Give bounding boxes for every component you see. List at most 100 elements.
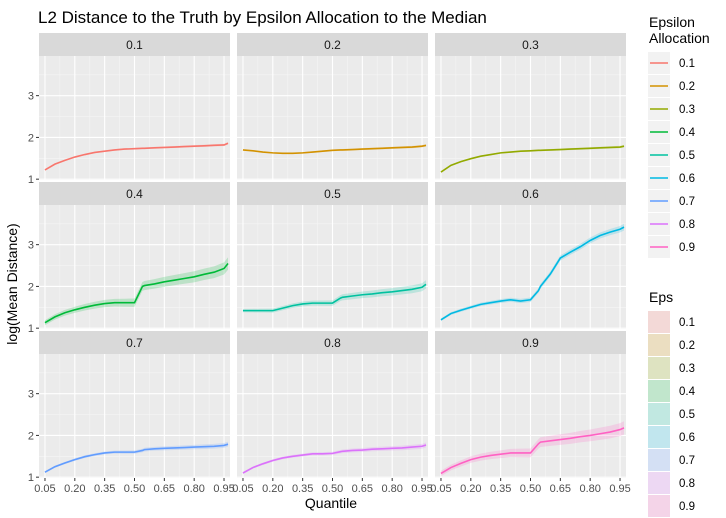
series-line xyxy=(44,262,229,324)
confidence-band xyxy=(242,442,427,474)
legend-color-label: 0.9 xyxy=(679,242,695,254)
legend-key-fill-bg xyxy=(648,426,670,448)
confidence-band xyxy=(44,257,229,326)
legend-key-fill xyxy=(648,495,670,517)
facet-strip-label: 0.6 xyxy=(522,187,539,201)
legend-key-fill xyxy=(648,403,670,425)
legend-color-label: 0.5 xyxy=(679,150,695,162)
legend-color-label: 0.4 xyxy=(679,127,696,139)
facet-strip xyxy=(237,33,428,56)
facet-strip-label: 0.3 xyxy=(522,38,539,52)
x-tick-label: 0.80 xyxy=(579,483,600,495)
legend-fill-label: 0.6 xyxy=(679,432,695,444)
facet-strip xyxy=(237,182,428,205)
facet-strip-label: 0.4 xyxy=(126,187,143,201)
legend-key-fill-bg xyxy=(648,311,670,333)
series-line xyxy=(242,144,427,155)
legend-key-fill xyxy=(648,311,670,333)
facet-panel-3: 0.3 xyxy=(435,33,626,180)
y-tick-label: 3 xyxy=(28,240,34,252)
facet-strip-label: 0.8 xyxy=(324,336,341,350)
x-tick-label: 0.65 xyxy=(352,483,373,495)
y-tick-label: 2 xyxy=(28,132,34,144)
legend-key-fill xyxy=(648,472,670,494)
confidence-band xyxy=(440,421,625,477)
facet-panel-4: 0.4 1 2 3 xyxy=(28,182,230,335)
legend-color-label: 0.2 xyxy=(679,81,695,93)
y-tick-label: 3 xyxy=(28,91,34,103)
y-axis-title: log(Mean Distance) xyxy=(4,223,20,344)
legend-fill-label: 0.9 xyxy=(679,501,695,513)
legend-key-fill xyxy=(648,426,670,448)
y-tick-label: 1 xyxy=(28,174,34,186)
facet-panel-2: 0.2 xyxy=(237,33,428,180)
facet-strip-label: 0.9 xyxy=(522,336,539,350)
y-tick-label: 1 xyxy=(28,323,34,335)
facet-strip xyxy=(39,182,230,205)
legend-key-fill xyxy=(648,357,670,379)
x-tick-label: 0.35 xyxy=(490,483,511,495)
facet-panel-8: 0.8 0.05 0.20 0.35 0.50 0.65 0.80 0.95 xyxy=(232,331,433,495)
x-tick-label: 0.35 xyxy=(94,483,115,495)
x-tick-label: 0.50 xyxy=(520,483,541,495)
facet-panel-7: 0.7 1 2 3 0.05 0.20 0.35 0.50 0.65 0.80 0.95 xyxy=(28,331,235,495)
x-tick-label: 0.35 xyxy=(292,483,313,495)
legend-color-label: 0.8 xyxy=(679,219,695,231)
chart-title: L2 Distance to the Truth by Epsilon Allo… xyxy=(38,8,487,27)
facet-strip xyxy=(39,331,230,354)
confidence-band xyxy=(44,441,229,474)
confidence-band xyxy=(242,280,427,313)
y-tick-label: 3 xyxy=(28,389,34,401)
legend-color-label: 0.1 xyxy=(679,58,695,70)
x-tick-label: 0.95 xyxy=(411,483,432,495)
facet-panel-5: 0.5 xyxy=(237,182,428,329)
legend-color-title-line: Allocation xyxy=(649,30,710,46)
legend-fill-label: 0.1 xyxy=(679,317,695,329)
x-tick-label: 0.05 xyxy=(232,483,253,495)
facet-strip xyxy=(237,331,428,354)
x-tick-label: 0.20 xyxy=(64,483,85,495)
x-axis-title: Quantile xyxy=(305,495,357,511)
y-tick-label: 2 xyxy=(28,430,34,442)
legend-key-fill-bg xyxy=(648,495,670,517)
legend-color: Epsilon Allocation 0.1 0.2 0.3 0.4 0.5 0.6 0.7 0.… xyxy=(648,14,710,258)
series-line xyxy=(440,145,625,173)
legend-fill-label: 0.8 xyxy=(679,478,695,490)
legend-fill-label: 0.4 xyxy=(679,386,696,398)
x-tick-label: 0.80 xyxy=(183,483,204,495)
legend-fill-label: 0.7 xyxy=(679,455,695,467)
x-tick-label: 0.50 xyxy=(124,483,145,495)
facet-panel-1: 0.1 1 2 3 xyxy=(28,33,230,186)
series-line xyxy=(440,226,625,321)
y-tick-label: 2 xyxy=(28,281,34,293)
legend-fill: Eps 0.1 0.2 0.3 0.4 0.5 0.6 0.7 0.8 0.9 xyxy=(648,289,696,517)
facet-strip xyxy=(435,182,626,205)
x-tick-label: 0.05 xyxy=(430,483,451,495)
legend-key-fill xyxy=(648,334,670,356)
legend-color-label: 0.7 xyxy=(679,196,695,208)
series-line xyxy=(440,427,625,475)
x-tick-label: 0.95 xyxy=(213,483,234,495)
legend-key-fill-bg xyxy=(648,449,670,471)
legend: Epsilon Allocation 0.1 0.2 0.3 0.4 0.5 0.6 0.7 0.… xyxy=(648,14,710,517)
legend-fill-label: 0.3 xyxy=(679,363,695,375)
y-tick-label: 1 xyxy=(28,472,34,484)
facet-panel-6: 0.6 xyxy=(435,182,626,329)
x-tick-label: 0.20 xyxy=(262,483,283,495)
x-tick-label: 0.80 xyxy=(381,483,402,495)
confidence-band xyxy=(242,144,427,154)
legend-key-fill-bg xyxy=(648,472,670,494)
legend-fill-label: 0.2 xyxy=(679,340,695,352)
legend-key-fill xyxy=(648,449,670,471)
facet-strip xyxy=(435,331,626,354)
legend-color-label: 0.3 xyxy=(679,104,695,116)
legend-key-fill-bg xyxy=(648,357,670,379)
facet-strip-label: 0.5 xyxy=(324,187,341,201)
facet-strip-label: 0.2 xyxy=(324,38,341,52)
x-tick-label: 0.50 xyxy=(322,483,343,495)
legend-key-fill-bg xyxy=(648,403,670,425)
legend-color-title: Epsilon Allocation xyxy=(649,14,710,46)
legend-fill-label: 0.5 xyxy=(679,409,695,421)
